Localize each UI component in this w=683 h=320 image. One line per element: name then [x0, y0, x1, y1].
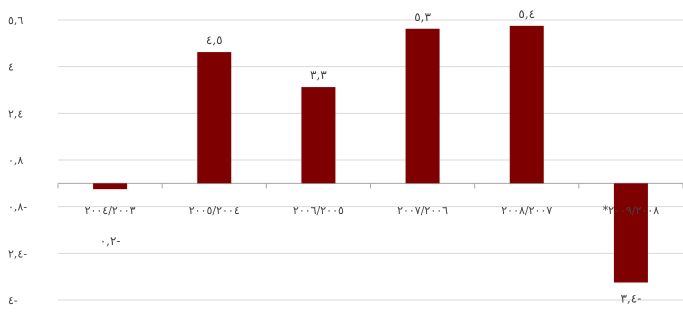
- data-label: ٣,٤-: [621, 292, 642, 306]
- data-label: ٤,٥: [206, 33, 223, 47]
- x-tick-label: ٢٠٠٨/٢٠٠٧: [501, 204, 552, 217]
- bar: [509, 25, 544, 184]
- bar: [93, 183, 128, 190]
- y-tick-label: ٠,٨: [8, 154, 23, 167]
- x-tick-label: ٢٠٠٦/٢٠٠٥: [293, 204, 344, 217]
- x-tick-label: ٢٠٠٥/٢٠٠٤: [189, 204, 240, 217]
- y-tick-label: ٤: [8, 61, 14, 74]
- y-tick-label: ٤-: [8, 294, 18, 307]
- y-tick-label: ٢,٤-: [8, 247, 27, 260]
- x-tick-label: ٢٠٠٤/٢٠٠٣: [85, 204, 136, 217]
- data-label: ٥,٣: [414, 10, 431, 24]
- data-label: ٠,٢-: [100, 234, 121, 248]
- data-label: ٣,٣: [310, 68, 327, 82]
- y-tick-label: ٥,٦: [8, 14, 23, 27]
- y-tick-label: ٢,٤: [8, 107, 23, 120]
- x-tick-label: *٢٠٠٩/٢٠٠٨: [603, 204, 660, 217]
- bar: [613, 183, 648, 283]
- bar: [197, 52, 232, 184]
- bar: [405, 28, 440, 184]
- bar: [301, 87, 336, 184]
- data-label: ٥,٤: [518, 7, 535, 21]
- x-tick-label: ٢٠٠٧/٢٠٠٦: [397, 204, 448, 217]
- y-tick-label: ٠,٨-: [8, 201, 27, 214]
